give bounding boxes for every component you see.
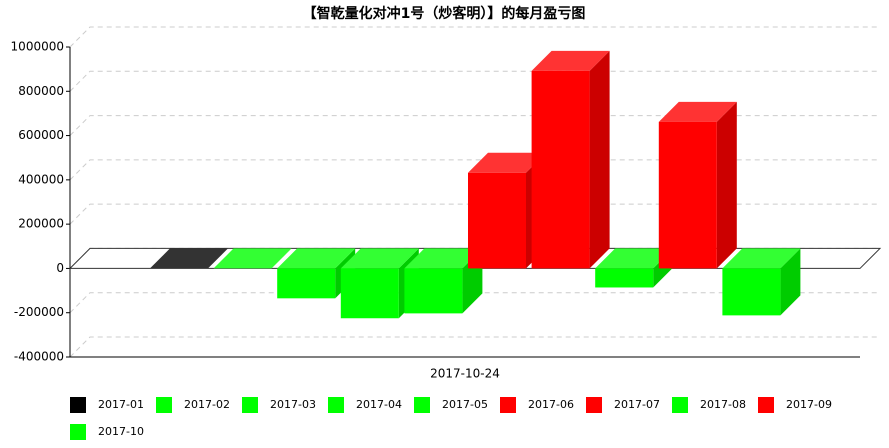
grid-line — [69, 115, 880, 136]
legend-label: 2017-01 — [98, 398, 144, 411]
bar-face — [213, 248, 292, 269]
bar-face — [468, 152, 546, 173]
legend-label: 2017-08 — [700, 398, 746, 411]
bar — [722, 248, 801, 316]
legend-swatch — [586, 397, 602, 413]
bar-face — [340, 268, 399, 319]
legend-swatch — [328, 397, 344, 413]
bar — [150, 248, 228, 269]
grid-line — [69, 336, 880, 358]
bar — [404, 248, 483, 314]
grid-line — [69, 203, 880, 225]
bar-face — [531, 50, 610, 71]
legend-label: 2017-03 — [270, 398, 316, 411]
legend-label: 2017-09 — [786, 398, 832, 411]
grid-line — [69, 292, 880, 314]
bar — [277, 248, 356, 299]
x-tick-label: 2017-10-24 — [430, 367, 500, 381]
legend-label: 2017-02 — [184, 398, 230, 411]
bar — [658, 101, 737, 269]
bar-face — [595, 268, 654, 288]
bar — [531, 50, 610, 269]
legend-swatch — [500, 397, 516, 413]
bar-face — [404, 268, 463, 314]
bar-face — [658, 121, 717, 269]
bar-face — [468, 172, 526, 269]
legend-label: 2017-05 — [442, 398, 488, 411]
bar-face — [716, 101, 737, 269]
bar-face — [780, 248, 801, 316]
grid-line — [69, 159, 880, 181]
bar-face — [150, 248, 228, 269]
bar-face — [722, 268, 781, 316]
legend-swatch — [156, 397, 172, 413]
bar-face — [404, 248, 483, 269]
bar-face — [658, 101, 737, 122]
y-tick-label: 400000 — [18, 172, 64, 186]
bar-face — [722, 248, 801, 269]
chart-title: 【智乾量化对冲1号（炒客明）】的每月盈亏图 — [303, 5, 586, 22]
y-tick-label: 1000000 — [11, 40, 64, 54]
y-tick-label: 0 — [56, 261, 64, 275]
bar-face — [531, 70, 590, 269]
legend-label: 2017-10 — [98, 425, 144, 438]
bar-face — [340, 248, 419, 269]
y-tick-label: -400000 — [14, 350, 64, 364]
legend-label: 2017-04 — [356, 398, 402, 411]
bar-face — [277, 248, 356, 269]
legend-swatch — [758, 397, 774, 413]
grid-line — [69, 26, 880, 48]
legend-label: 2017-06 — [528, 398, 574, 411]
bar-face — [277, 268, 336, 299]
legend-swatch — [414, 397, 430, 413]
legend-label: 2017-07 — [614, 398, 660, 411]
y-tick-label: 800000 — [18, 84, 64, 98]
y-tick-label: 600000 — [18, 128, 64, 142]
bar — [213, 248, 292, 269]
y-tick-label: 200000 — [18, 217, 64, 231]
y-tick-label: -200000 — [14, 305, 64, 319]
bar-face — [589, 50, 610, 269]
legend-swatch — [242, 397, 258, 413]
bar-face — [595, 248, 674, 269]
legend-swatch — [70, 397, 86, 413]
legend-swatch — [672, 397, 688, 413]
legend-swatch — [70, 424, 86, 440]
grid-line — [69, 70, 880, 92]
